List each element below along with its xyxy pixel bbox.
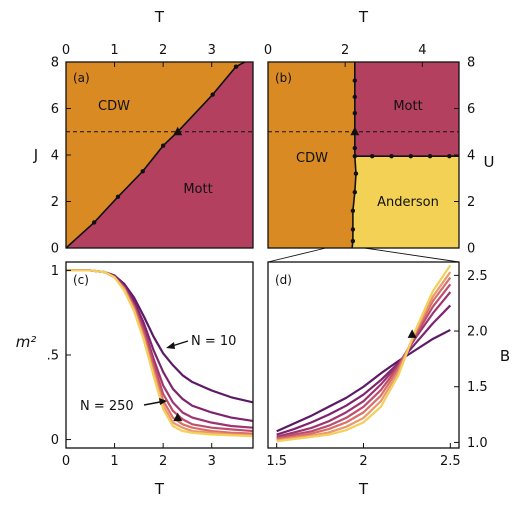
panel-a-ytick-label-0: 0 (51, 242, 59, 257)
panel-c-frame (65, 261, 254, 449)
panel-a-ytick-label-2: 4 (51, 149, 59, 164)
panel-d-series-5 (276, 271, 452, 442)
panel-c-annotation-n250: N = 250 (80, 399, 134, 414)
panel-d-frame (267, 261, 460, 449)
panel-b-ytick-label-2: 4 (467, 149, 475, 164)
panel-a-xtick-label-1: 1 (110, 43, 118, 58)
panel-d-series-0 (276, 328, 451, 433)
panel-c-arrowhead-n250 (159, 398, 167, 405)
panel-a-ytick-label-1: 2 (51, 195, 59, 210)
panel-b-mott-anderson-point-1 (369, 153, 375, 159)
panel-c-xtick-label-2: 2 (159, 454, 167, 469)
panel-d-xtick-label-1: 2 (359, 454, 367, 469)
panel-a-xtick-label-2: 2 (159, 43, 167, 58)
panel-a-region-mott: Mott (183, 182, 212, 197)
panel-a-boundary-point-4 (160, 143, 166, 148)
panel-c-xtick-label-3: 3 (208, 454, 216, 469)
panel-a-xtick-label-3: 3 (208, 43, 216, 58)
panel-b-region-cdw: CDW (296, 151, 328, 166)
panel-c-ytick-label-0: 0 (51, 433, 59, 448)
panel-a-ylabel: J (33, 146, 38, 164)
panel-d-ytick-label-0: 1.0 (467, 436, 488, 451)
panel-c-xtick-label-0: 0 (62, 454, 70, 469)
panel-d-triangle-marker (407, 329, 417, 338)
panel-b-xtick-label-2: 4 (418, 43, 426, 58)
panel-b-region-anderson: Anderson (377, 195, 439, 210)
panel-b-mott-anderson-point-5 (447, 153, 452, 159)
panel-a-boundary-point-6 (210, 92, 215, 97)
panel-a-ytick-label-3: 6 (51, 102, 59, 117)
panel-a-region-cdw: CDW (98, 99, 130, 114)
lines-layer (65, 61, 460, 449)
panel-b-boundary-point-2 (352, 94, 358, 100)
panel-d-series-6 (276, 264, 452, 443)
panel-a-boundary-point-7 (233, 64, 239, 69)
panel-d-xtick-label-2: 2.5 (440, 454, 461, 469)
panel-b-boundary-point-7 (353, 171, 359, 176)
panel-c-ytick-label-2: 1 (51, 264, 59, 279)
panel-c-triangle-marker (173, 412, 183, 422)
panel-c-ytick-label-1: .5 (47, 349, 59, 364)
panel-c-arrow-n10 (171, 340, 189, 347)
panel-a-triangle-marker (173, 126, 183, 136)
connector-right (364, 247, 460, 263)
panel-a-label: (a) (73, 71, 90, 85)
panel-c-label: (c) (73, 273, 89, 287)
panel-b-ytick-label-0: 0 (467, 242, 475, 257)
panel-b-triangle-marker (350, 126, 360, 136)
panel-b-boundary-point-5 (352, 145, 358, 151)
panel-b-ytick-label-1: 2 (467, 195, 475, 210)
panel-d-ylabel: B (500, 347, 510, 365)
panel-d-xtick-label-0: 1.5 (266, 454, 287, 469)
panel-d-xlabel: T (358, 480, 369, 498)
panel-b-mott-anderson-point-3 (408, 153, 413, 159)
panel-a-xlabel: T (154, 8, 165, 26)
connector-left (267, 247, 326, 263)
fill-layer (66, 62, 459, 248)
panel-d-ytick-label-1: 1.5 (467, 380, 488, 395)
panel-b-boundary-point-1 (352, 78, 358, 83)
panel-b-boundary-point-11 (350, 238, 356, 244)
panel-b-anderson-region (352, 156, 459, 248)
panel-b-boundary-point-8 (352, 190, 358, 195)
panel-c-xtick-label-1: 1 (110, 454, 118, 469)
panel-c-xlabel: T (154, 480, 165, 498)
panel-b-mott-anderson-point-4 (427, 153, 433, 159)
panel-d-label: (d) (275, 273, 292, 287)
panel-b-ytick-label-3: 6 (467, 102, 475, 117)
panel-b-region-mott: Mott (393, 99, 422, 114)
panel-d-ytick-label-3: 2.5 (467, 269, 488, 284)
panel-a-boundary-point-3 (140, 169, 145, 174)
panel-a-xtick-label-0: 0 (62, 43, 70, 58)
panel-b-ytick-label-4: 8 (467, 56, 475, 71)
panel-b-xtick-label-0: 0 (264, 43, 272, 58)
panel-b-xtick-label-1: 2 (341, 43, 349, 58)
panel-d-series-4 (276, 276, 452, 441)
panel-b-boundary-point-3 (352, 110, 358, 116)
text-layer: 0 1 2 3 0 2 4 6 8 (a) CDW Mott T J 0 2 4 0 2 4 6 8 (b) CDW Mott A… (16, 8, 510, 498)
panel-b-label: (b) (275, 71, 292, 85)
panel-d-series-3 (276, 283, 452, 440)
panel-b-xlabel: T (358, 8, 369, 26)
panel-a-boundary-point-2 (115, 194, 121, 200)
panel-c-ylabel: m² (16, 333, 37, 351)
panel-d-series-2 (276, 291, 452, 438)
panel-b-boundary-point-6 (352, 153, 358, 159)
panel-c-arrow-n250 (143, 401, 161, 406)
panel-a-boundary-point-1 (91, 220, 97, 225)
panel-c-annotation-n10: N = 10 (191, 334, 236, 349)
panel-a-ytick-label-4: 8 (51, 56, 59, 71)
panel-b-mott-anderson-point-2 (389, 153, 394, 159)
panel-c-series-6 (66, 269, 253, 438)
panel-b-boundary-point-9 (350, 208, 356, 213)
panel-c-arrowhead-n10 (166, 342, 175, 349)
panel-b-ylabel: U (484, 153, 495, 171)
panel-d-series-1 (276, 304, 452, 436)
panel-d-ytick-label-2: 2.0 (467, 325, 488, 340)
panel-b-boundary-point-10 (350, 227, 356, 232)
